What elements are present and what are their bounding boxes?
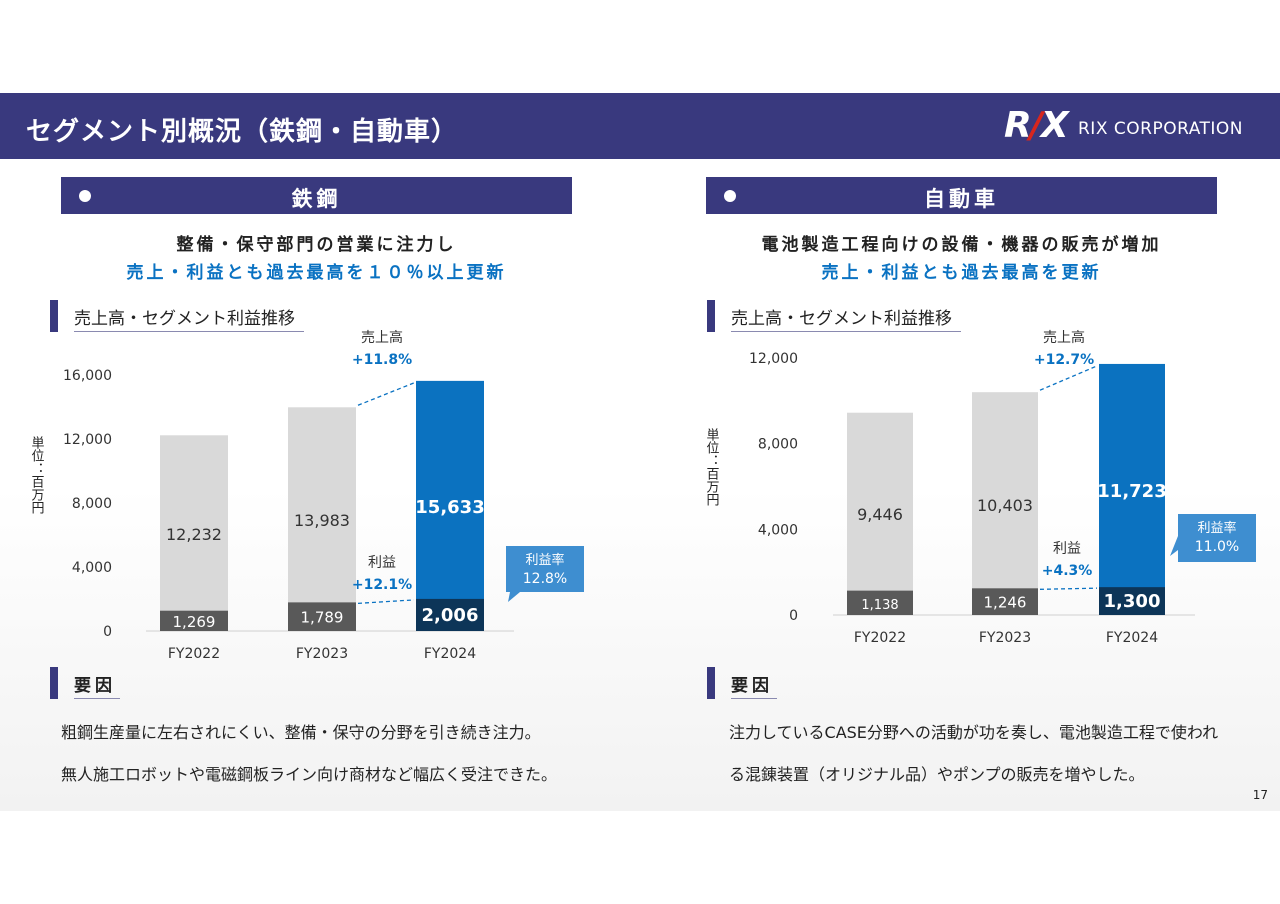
segment-title-auto: 自動車 [924, 187, 999, 211]
label-accent-bar [50, 300, 58, 332]
steel-headline-1: 整備・保守部門の営業に注力し [176, 235, 457, 255]
bar-profit [847, 590, 913, 615]
steel-chart-label: 売上高・セグメント利益推移 [50, 300, 310, 332]
sales-growth-connector [357, 382, 415, 406]
x-tick-label: FY2023 [979, 630, 1031, 646]
auto-chart-label-text: 売上高・セグメント利益推移 [731, 309, 952, 329]
data-label-sales: 15,633 [415, 497, 484, 518]
data-label-profit: 1,789 [301, 609, 344, 627]
steel-reason-line-1: 粗鋼生産量に左右されにくい、整備・保守の分野を引き続き注力。 [61, 723, 541, 742]
margin-callout [1170, 514, 1256, 562]
y-tick-label: 0 [103, 624, 112, 640]
steel-reason-label-text: 要因 [74, 676, 116, 696]
y-tick-label: 12,000 [63, 432, 112, 448]
header-bar: セグメント別概況（鉄鋼・自動車） R/X RIX CORPORATION [0, 93, 1280, 159]
profit-growth-label: 利益 [368, 555, 396, 571]
logo-mark: R/X [1004, 105, 1069, 146]
bar-profit [1099, 587, 1165, 615]
data-label-sales: 9,446 [857, 505, 903, 524]
sales-growth-value: +12.7% [1034, 352, 1094, 368]
auto-headline-2: 売上・利益とも過去最高を更新 [821, 263, 1102, 283]
auto-chart: 0 4,000 8,000 12,000 単位：百万円 9,446 1,138 FY2022 1… [704, 329, 1256, 646]
steel-chart-label-text: 売上高・セグメント利益推移 [74, 309, 295, 329]
bar-sales [972, 392, 1038, 615]
data-label-profit: 2,006 [422, 605, 479, 626]
steel-headline-2: 売上・利益とも過去最高を１０％以上更新 [126, 263, 507, 283]
label-underline [731, 698, 777, 699]
steel-reason-line-2: 無人施工ロボットや電磁鋼板ライン向け商材など幅広く受注できた。 [61, 765, 558, 784]
x-tick-label: FY2022 [168, 646, 220, 662]
segment-title-steel: 鉄鋼 [291, 187, 342, 211]
bar-sales [847, 412, 913, 615]
data-label-sales: 11,723 [1097, 481, 1166, 502]
y-axis-label: 単位：百万円 [704, 427, 720, 506]
data-label-sales: 12,232 [166, 525, 222, 544]
data-label-sales: 13,983 [294, 511, 350, 530]
margin-label: 利益率 [525, 552, 564, 568]
bar-sales [288, 407, 356, 631]
y-tick-label: 16,000 [63, 368, 112, 384]
sales-growth-label: 売上高 [1043, 329, 1085, 346]
y-tick-label: 4,000 [72, 560, 112, 576]
segment-header-steel: 鉄鋼 [61, 177, 572, 214]
auto-headline-1: 電池製造工程向けの設備・機器の販売が増加 [761, 235, 1162, 255]
y-tick-label: 4,000 [758, 522, 798, 538]
auto-reason-label-text: 要因 [731, 676, 773, 696]
y-tick-label: 0 [789, 608, 798, 624]
bar-profit [416, 598, 484, 631]
y-axis-label: 単位：百万円 [29, 435, 45, 514]
label-underline [731, 331, 961, 332]
bar-sales [160, 435, 228, 631]
profit-growth-connector [357, 599, 415, 605]
bar-profit [160, 610, 228, 631]
label-accent-bar [50, 667, 58, 699]
x-tick-label: FY2024 [1106, 630, 1158, 646]
label-accent-bar [707, 667, 715, 699]
logo-text: RIX CORPORATION [1078, 119, 1243, 139]
bar-profit [972, 588, 1038, 615]
auto-reason-line-2: る混錬装置（オリジナル品）やポンプの販売を増やした。 [729, 765, 1145, 784]
bar-sales [1099, 363, 1165, 615]
page-number: 17 [1252, 788, 1268, 802]
bullet-icon [724, 190, 736, 202]
sales-growth-connector [1039, 365, 1098, 391]
profit-growth-connector [1039, 587, 1098, 590]
bullet-icon [79, 190, 91, 202]
auto-reason-label: 要因 [707, 667, 787, 699]
segment-header-auto: 自動車 [706, 177, 1217, 214]
y-tick-label: 8,000 [758, 437, 798, 453]
sales-growth-label: 売上高 [361, 329, 403, 346]
auto-chart-label: 売上高・セグメント利益推移 [707, 300, 967, 332]
profit-growth-label: 利益 [1053, 541, 1081, 557]
y-tick-label: 8,000 [72, 496, 112, 512]
y-tick-label: 12,000 [749, 351, 798, 367]
data-label-sales: 10,403 [977, 496, 1033, 515]
margin-label: 利益率 [1197, 520, 1236, 536]
steel-chart: 0 4,000 8,000 12,000 16,000 単位：百万円 12,232 1,269… [29, 329, 584, 662]
x-tick-label: FY2023 [296, 646, 348, 662]
data-label-profit: 1,300 [1104, 591, 1161, 612]
page-title: セグメント別概況（鉄鋼・自動車） [26, 117, 459, 147]
data-label-profit: 1,269 [173, 613, 216, 631]
label-underline [74, 331, 304, 332]
margin-callout [506, 546, 584, 602]
profit-growth-value: +4.3% [1042, 563, 1093, 579]
x-tick-label: FY2022 [854, 630, 906, 646]
auto-reason-line-1: 注力しているCASE分野への活動が功を奏し、電池製造工程で使われ [729, 723, 1219, 742]
x-tick-label: FY2024 [424, 646, 476, 662]
label-accent-bar [707, 300, 715, 332]
margin-value: 11.0% [1195, 539, 1239, 555]
label-underline [74, 698, 120, 699]
margin-value: 12.8% [523, 571, 567, 587]
sales-growth-value: +11.8% [352, 352, 412, 368]
bar-sales [416, 380, 484, 631]
profit-growth-value: +12.1% [352, 577, 412, 593]
steel-reason-label: 要因 [50, 667, 130, 699]
data-label-profit: 1,246 [984, 594, 1027, 612]
bar-profit [288, 602, 356, 631]
data-label-profit: 1,138 [861, 598, 898, 613]
